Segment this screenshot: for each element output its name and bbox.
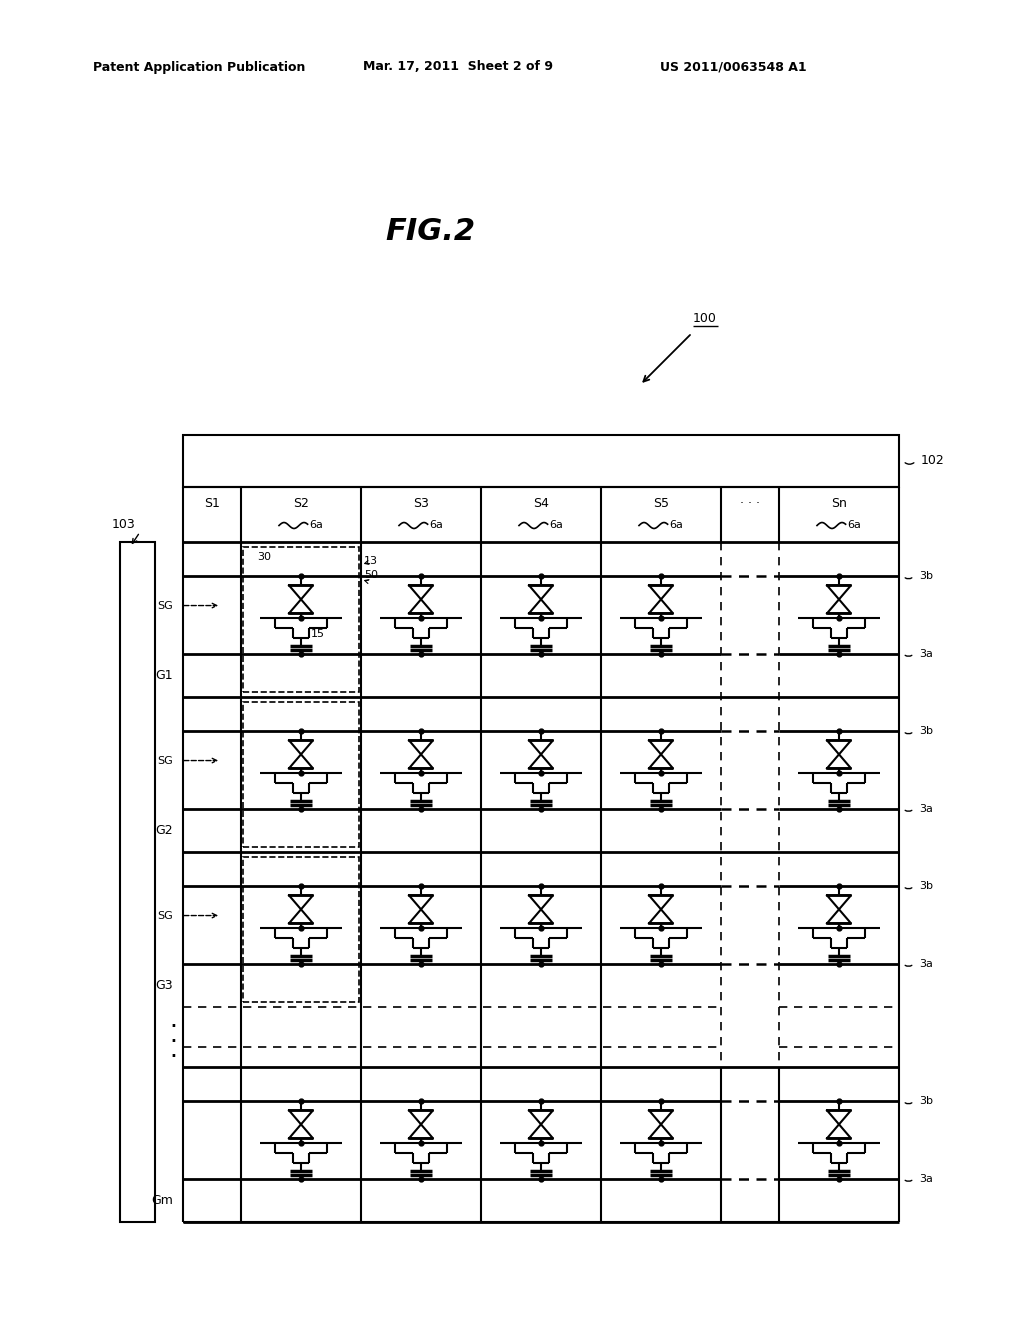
Bar (243, 857, 359, 1002)
Text: · · ·: · · · (740, 498, 760, 510)
Text: 6a: 6a (429, 520, 442, 531)
Bar (243, 702, 359, 847)
Text: 15: 15 (311, 628, 325, 639)
Text: 6a: 6a (847, 520, 861, 531)
Bar (243, 546, 359, 692)
Text: 3a: 3a (919, 648, 933, 659)
Text: SG: SG (158, 911, 173, 920)
Text: S1: S1 (204, 498, 220, 510)
Text: Patent Application Publication: Patent Application Publication (93, 61, 305, 74)
Text: S4: S4 (534, 498, 549, 510)
Text: 50: 50 (364, 570, 378, 579)
Text: 3a: 3a (919, 1173, 933, 1184)
Text: S3: S3 (413, 498, 429, 510)
Text: 3a: 3a (919, 958, 933, 969)
Text: 6a: 6a (549, 520, 563, 531)
Text: G1: G1 (156, 669, 173, 682)
Bar (120, 543, 155, 1222)
Text: US 2011/0063548 A1: US 2011/0063548 A1 (660, 61, 807, 74)
Text: 3b: 3b (919, 726, 933, 737)
Text: 6a: 6a (669, 520, 683, 531)
Text: 103: 103 (112, 517, 136, 531)
Bar (183, 436, 899, 487)
Text: Mar. 17, 2011  Sheet 2 of 9: Mar. 17, 2011 Sheet 2 of 9 (362, 61, 553, 74)
Text: 3a: 3a (919, 804, 933, 813)
Text: 100: 100 (693, 312, 717, 325)
Text: G3: G3 (156, 979, 173, 991)
Text: SG: SG (158, 755, 173, 766)
Text: 6a: 6a (309, 520, 323, 531)
Text: Gm: Gm (152, 1193, 173, 1206)
Text: ·: · (169, 1045, 177, 1069)
Text: ·: · (169, 1015, 177, 1039)
Text: 3b: 3b (919, 1096, 933, 1106)
Text: 3b: 3b (919, 572, 933, 581)
Text: 13: 13 (364, 556, 378, 566)
Text: FIG.2: FIG.2 (385, 218, 475, 247)
Text: S2: S2 (293, 498, 309, 510)
Text: Sn: Sn (831, 498, 847, 510)
Text: 3b: 3b (919, 882, 933, 891)
Text: G2: G2 (156, 824, 173, 837)
Text: SG: SG (158, 601, 173, 611)
Text: S5: S5 (653, 498, 669, 510)
Text: ·: · (169, 1030, 177, 1053)
Text: 102: 102 (921, 454, 945, 467)
Text: 30: 30 (257, 552, 271, 562)
